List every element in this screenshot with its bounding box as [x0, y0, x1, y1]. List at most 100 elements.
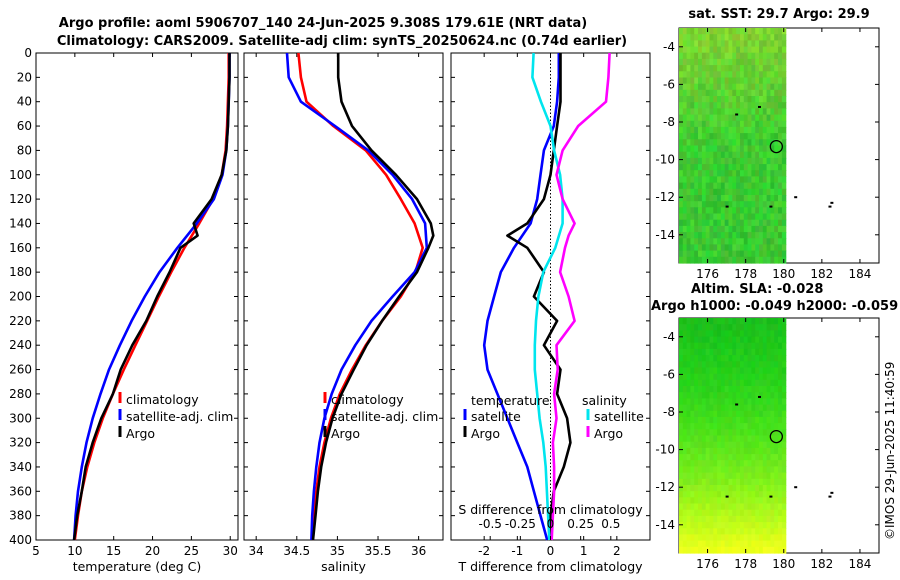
sst_map-cell [762, 102, 768, 109]
sla_map-cell [736, 386, 741, 393]
sla_map-cell [682, 491, 688, 498]
sla_map-cell [759, 485, 764, 492]
sla_map-cell [743, 410, 749, 418]
sla_map-cell [679, 404, 684, 412]
sst_map-cell [728, 157, 733, 165]
sst_map-cell [717, 71, 722, 79]
sla_map-cell [774, 324, 779, 331]
sla_map-cell [717, 491, 722, 498]
sst_map-cell [679, 139, 684, 147]
sst_map-cell [679, 96, 684, 103]
sst_map-cell [682, 145, 688, 153]
sst_map-cell [759, 34, 764, 41]
sst_map-cell [774, 256, 779, 264]
sla_map-cell [732, 522, 737, 529]
sst_map-cell [709, 126, 714, 134]
sla_map-cell [762, 454, 768, 461]
sla_map-cell [682, 348, 688, 356]
sst_map-cell [759, 207, 764, 215]
sst_map-cell [709, 28, 714, 35]
sst_map-cell [690, 195, 695, 202]
sst_map-cell [736, 77, 741, 85]
sst_map-cell [766, 151, 771, 159]
sla_map-cell [679, 373, 684, 381]
sla_map-cell [732, 509, 737, 517]
sla_map-cell [751, 355, 756, 362]
sst_map-cell [701, 71, 707, 79]
sst_map-cell [747, 126, 752, 134]
sst_map-cell [694, 71, 699, 79]
sla_map-cell [736, 398, 741, 406]
sst_map-cell [778, 238, 783, 246]
sst_map-cell [686, 40, 691, 48]
sla_map-cell [709, 447, 714, 455]
sst_map-cell [694, 52, 699, 60]
sla_map-cell [701, 522, 707, 529]
sla_map-cell [770, 497, 775, 505]
sla_map-cell [740, 404, 745, 412]
sst_map-cell [762, 176, 768, 184]
sla_map-cell [736, 318, 741, 325]
sst_map-cell [762, 139, 768, 147]
sla_map-cell [781, 324, 787, 331]
sla_map-cell [698, 540, 703, 548]
sla_map-cell [701, 485, 707, 492]
sst_map-cell [732, 40, 737, 48]
sla_map-cell [679, 423, 684, 430]
sst_map-cell [755, 40, 760, 48]
sst_map-cell [713, 164, 718, 171]
sst_map-cell [778, 77, 783, 85]
sst_map-cell [732, 133, 737, 140]
diff-legend-t-label-0: satellite [471, 409, 521, 424]
sst_map-cell [778, 52, 783, 60]
sst_map-cell [774, 182, 779, 190]
sla_map-cell [781, 466, 787, 474]
sst_map-cell [774, 157, 779, 165]
sst_map-cell [690, 96, 695, 103]
sst_map-cell [766, 188, 771, 196]
sla_map-cell [701, 441, 707, 449]
sst_map-cell [770, 256, 775, 264]
sst_map-cell [686, 238, 691, 246]
sla_map-cell [720, 528, 726, 536]
sla_map-cell [747, 336, 752, 344]
sst_map-cell [743, 182, 749, 190]
sst_map-cell [679, 34, 684, 41]
sst_map-cell [755, 188, 760, 196]
sst_map-cell [679, 77, 684, 85]
sla_map-cell [736, 546, 741, 554]
sst_map-cell [781, 225, 787, 233]
sst_map-cell [724, 164, 730, 171]
sla_map-cell [747, 423, 752, 430]
sla_map-cell [747, 447, 752, 455]
sst_map-cell [766, 244, 771, 252]
sst_map-cell [762, 182, 768, 190]
sla_map-cell [743, 509, 749, 517]
sst_map-cell [747, 219, 752, 227]
sst_map-cell [690, 139, 695, 147]
sla_map-cell [781, 386, 787, 393]
sst_map-cell [762, 207, 768, 215]
sla_map-cell [766, 466, 771, 474]
sst_map-cell [717, 151, 722, 159]
sst_map-cell [770, 133, 775, 140]
sst_map-cell [694, 77, 699, 85]
sla_map-cell [747, 441, 752, 449]
sst_map-cell [774, 201, 779, 208]
sst_map-cell [736, 28, 741, 35]
sst_map-cell [717, 139, 722, 147]
sla_map-cell [732, 367, 737, 375]
sst_map-cell [679, 89, 684, 97]
sla_map-cell [732, 460, 737, 467]
sst_map-cell [747, 28, 752, 35]
sst_map-cell [740, 58, 745, 66]
sst_map-cell [751, 201, 756, 208]
sla_map-cell [709, 355, 714, 362]
sla_map-cell [717, 336, 722, 344]
salinity-axes-frame [243, 52, 444, 541]
sst_map-cell [713, 207, 718, 215]
sst_map-cell [732, 102, 737, 109]
sst_map-cell [774, 213, 779, 221]
sla_map-cell [778, 460, 783, 467]
sla_map-cell [762, 324, 768, 331]
